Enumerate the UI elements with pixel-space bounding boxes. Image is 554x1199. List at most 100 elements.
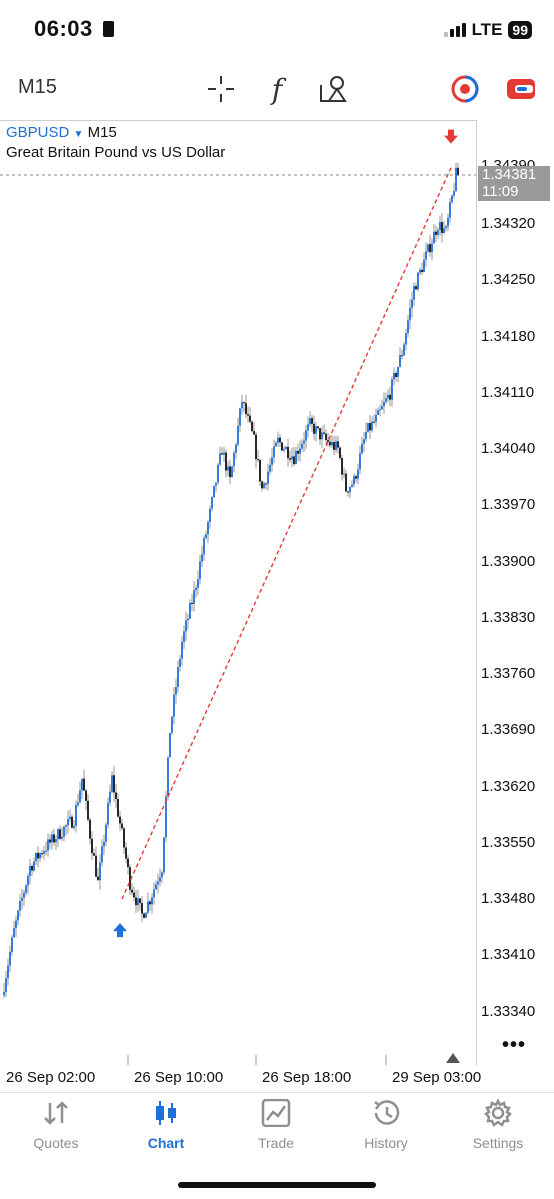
candle-body [307, 424, 309, 431]
candle-body [251, 421, 253, 432]
candle-body [129, 867, 131, 890]
candle-body [151, 897, 153, 905]
candle-body [11, 937, 13, 952]
candle-body [387, 394, 389, 399]
candle-body [159, 877, 161, 882]
candle-body [369, 423, 371, 431]
candle-body [143, 913, 145, 918]
candle-body [49, 839, 51, 843]
candle-body [229, 466, 231, 478]
candle-body [189, 602, 191, 619]
candle-body [131, 889, 133, 893]
one-click-icon[interactable] [504, 72, 538, 106]
candle-body [273, 446, 275, 458]
candle-body [261, 481, 263, 489]
candle-body [79, 790, 81, 803]
candle-body [337, 441, 339, 448]
candle-body [127, 858, 129, 868]
candle-body [103, 841, 105, 847]
candle-body [379, 409, 381, 411]
candle-body [155, 884, 157, 890]
objects-icon[interactable] [316, 72, 350, 106]
candle-body [263, 483, 265, 489]
candle-body [235, 444, 237, 453]
candle-body [419, 269, 421, 273]
candle-body [405, 333, 407, 345]
symbol-selector[interactable]: GBPUSD ▼ M15 [6, 124, 117, 141]
price-tick: 1.33410 [481, 946, 536, 964]
candle-body [7, 965, 9, 979]
tab-trade[interactable]: Trade [226, 1097, 326, 1151]
crosshair-icon[interactable] [204, 72, 238, 106]
price-tick: 1.34320 [481, 215, 536, 232]
candle-body [447, 217, 449, 227]
candle-body [237, 425, 239, 445]
price-tick: 1.33620 [481, 777, 536, 795]
chart-area[interactable] [0, 120, 477, 1066]
tab-history[interactable]: History [336, 1097, 436, 1151]
candle-body [293, 456, 295, 465]
more-icon[interactable]: ••• [502, 1034, 527, 1056]
candle-body [145, 912, 147, 918]
candle-body [169, 732, 171, 758]
quotes-icon [6, 1097, 106, 1129]
candle-body [119, 816, 121, 824]
candle-body [117, 799, 119, 817]
candle-body [135, 897, 137, 906]
candle-body [409, 307, 411, 321]
candle-body [207, 522, 209, 535]
candle-body [149, 901, 151, 905]
candle-body [39, 853, 41, 859]
symbol-name[interactable]: GBPUSD [6, 124, 70, 141]
candle-body [67, 819, 69, 826]
current-price-label: 1.34381 11:09 [478, 166, 550, 201]
candle-body [241, 402, 243, 409]
candle-body [415, 286, 417, 290]
candle-body [365, 431, 367, 440]
candle-body [271, 457, 273, 465]
tab-settings[interactable]: Settings [448, 1097, 548, 1151]
candle-body [393, 373, 395, 380]
price-tick: 1.34250 [481, 271, 536, 289]
candle-body [47, 839, 49, 851]
candle-body [289, 458, 291, 460]
candle-body [43, 851, 45, 854]
candle-body [329, 441, 331, 446]
price-tick: 1.33760 [481, 665, 536, 682]
candle-body [267, 471, 269, 484]
candle-body [295, 450, 297, 465]
candle-body [217, 464, 219, 483]
candle-body [197, 579, 199, 588]
candle-body [231, 466, 233, 478]
time-tick: 26 Sep 18:00 [262, 1069, 352, 1086]
candle-body [401, 355, 403, 357]
time-tick: 29 Sep 03:00 [392, 1069, 482, 1086]
candle-body [95, 855, 97, 877]
candle-body [341, 458, 343, 475]
trade-pair-icon[interactable] [448, 72, 482, 106]
buy-arrow-icon [113, 923, 127, 938]
candle-body [299, 448, 301, 454]
price-chart[interactable] [0, 120, 476, 1065]
trade-icon [226, 1097, 326, 1129]
candle-body [195, 587, 197, 591]
candle-body [315, 426, 317, 434]
candle-body [221, 453, 223, 455]
candle-body [431, 243, 433, 253]
candle-body [243, 402, 245, 404]
candle-body [71, 816, 73, 828]
candle-body [351, 484, 353, 487]
candle-body [245, 403, 247, 415]
tab-chart[interactable]: Chart [116, 1097, 216, 1151]
candle-body [23, 892, 25, 898]
tab-quotes[interactable]: Quotes [6, 1097, 106, 1151]
status-time: 06:03 [34, 16, 115, 42]
id-badge-icon [103, 21, 115, 37]
timeframe-selector[interactable]: M15 [18, 76, 57, 98]
price-tick: 1.33340 [481, 1002, 536, 1020]
function-icon[interactable]: f [271, 72, 283, 106]
candle-body [255, 434, 257, 460]
candle-body [371, 421, 373, 431]
candle-body [121, 823, 123, 829]
candle-body [389, 394, 391, 400]
